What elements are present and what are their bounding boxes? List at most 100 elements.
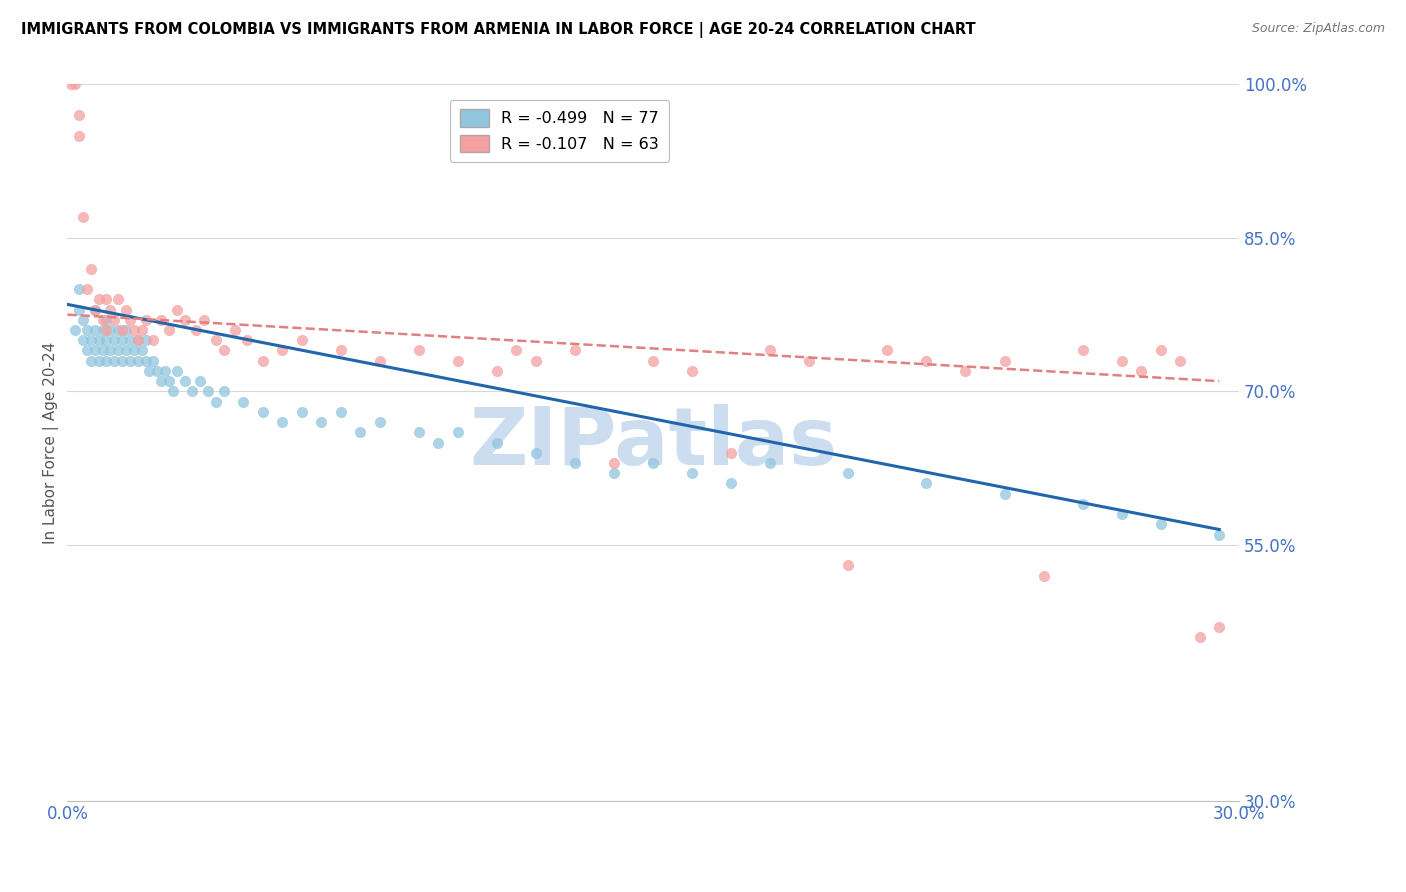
Point (118, 353, 141, 368)
Point (107, 293, 129, 307)
Point (329, 343, 352, 358)
Point (485, 435, 508, 450)
Point (83, 323, 105, 337)
Point (1168, 353, 1191, 368)
Point (329, 405, 352, 419)
Point (83, 343, 105, 358)
Point (91, 323, 114, 337)
Point (131, 343, 153, 358)
Point (427, 435, 450, 450)
Point (759, 343, 782, 358)
Point (232, 394, 254, 409)
Point (67, 108, 90, 122)
Point (212, 384, 235, 399)
Point (173, 374, 195, 388)
Point (91, 343, 114, 358)
Point (252, 405, 274, 419)
Point (408, 343, 430, 358)
Point (759, 456, 782, 470)
Text: IMMIGRANTS FROM COLOMBIA VS IMMIGRANTS FROM ARMENIA IN LABOR FORCE | AGE 20-24 C: IMMIGRANTS FROM COLOMBIA VS IMMIGRANTS F… (21, 22, 976, 38)
Point (1071, 497, 1094, 511)
Point (87, 293, 110, 307)
Point (103, 333, 125, 347)
Point (837, 558, 859, 573)
Point (1111, 507, 1133, 521)
Point (368, 353, 391, 368)
Point (224, 323, 246, 337)
Point (103, 353, 125, 368)
Point (87, 353, 110, 368)
Point (142, 353, 165, 368)
Point (135, 353, 157, 368)
Point (1111, 353, 1133, 368)
Point (955, 364, 977, 378)
Point (127, 333, 149, 347)
Point (146, 364, 169, 378)
Point (408, 425, 430, 440)
Point (127, 333, 149, 347)
Point (993, 353, 1015, 368)
Point (193, 312, 215, 326)
Point (876, 343, 898, 358)
Point (643, 456, 665, 470)
Point (720, 446, 742, 460)
Point (157, 323, 180, 337)
Point (91, 312, 114, 326)
Point (122, 323, 145, 337)
Point (111, 333, 134, 347)
Point (60, 78, 83, 92)
Text: ZIPatlas: ZIPatlas (470, 403, 837, 482)
Point (115, 323, 138, 337)
Point (291, 333, 314, 347)
Point (150, 374, 173, 388)
Point (564, 456, 586, 470)
Point (131, 323, 153, 337)
Point (368, 415, 391, 429)
Point (76, 323, 98, 337)
Point (76, 343, 98, 358)
Point (197, 384, 219, 399)
Point (993, 486, 1015, 500)
Point (603, 467, 626, 481)
Text: Source: ZipAtlas.com: Source: ZipAtlas.com (1251, 22, 1385, 36)
Point (291, 405, 314, 419)
Point (67, 282, 90, 296)
Point (309, 415, 332, 429)
Point (96, 312, 118, 326)
Point (83, 302, 105, 317)
Point (76, 282, 98, 296)
Point (236, 333, 259, 347)
Point (1130, 364, 1153, 378)
Point (115, 343, 138, 358)
Point (162, 384, 184, 399)
Point (67, 302, 90, 317)
Point (1032, 568, 1054, 582)
Point (799, 353, 821, 368)
Point (107, 323, 129, 337)
Point (643, 353, 665, 368)
Point (67, 128, 90, 143)
Legend: R = -0.499   N = 77, R = -0.107   N = 63: R = -0.499 N = 77, R = -0.107 N = 63 (450, 100, 669, 161)
Point (1188, 630, 1211, 644)
Point (681, 364, 703, 378)
Point (103, 312, 125, 326)
Point (118, 312, 141, 326)
Point (100, 323, 122, 337)
Point (173, 312, 195, 326)
Point (837, 467, 859, 481)
Point (271, 343, 294, 358)
Point (188, 374, 211, 388)
Point (111, 323, 134, 337)
Point (96, 293, 118, 307)
Point (505, 343, 527, 358)
Point (915, 353, 938, 368)
Point (915, 476, 938, 491)
Point (65, 323, 87, 337)
Point (524, 353, 547, 368)
Point (87, 333, 110, 347)
Point (80, 261, 103, 276)
Point (122, 343, 145, 358)
Point (157, 374, 180, 388)
Point (72, 312, 94, 326)
Point (115, 302, 138, 317)
